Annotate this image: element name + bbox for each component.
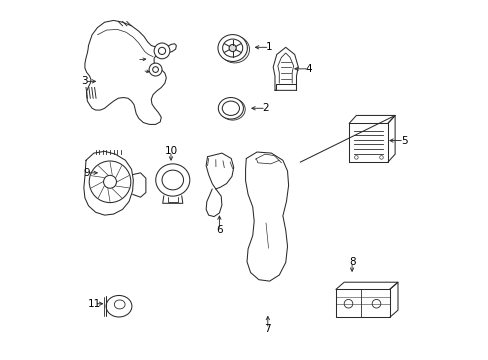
FancyBboxPatch shape	[227, 106, 233, 111]
Text: 3: 3	[81, 76, 88, 86]
Circle shape	[379, 156, 383, 159]
Circle shape	[154, 43, 169, 59]
Text: 6: 6	[216, 225, 222, 235]
Ellipse shape	[106, 296, 132, 317]
Ellipse shape	[222, 101, 239, 116]
Circle shape	[228, 44, 236, 51]
Ellipse shape	[162, 170, 183, 190]
Circle shape	[152, 67, 158, 72]
Text: 4: 4	[305, 64, 312, 74]
Circle shape	[103, 175, 116, 188]
Text: 7: 7	[264, 324, 270, 334]
Text: 9: 9	[83, 168, 90, 178]
Text: 10: 10	[164, 146, 177, 156]
Circle shape	[89, 161, 131, 203]
Text: 8: 8	[348, 257, 355, 267]
Circle shape	[354, 156, 357, 159]
Ellipse shape	[218, 35, 247, 62]
Text: 11: 11	[88, 299, 101, 309]
Text: 1: 1	[266, 42, 272, 52]
Ellipse shape	[220, 36, 249, 63]
Circle shape	[371, 300, 380, 308]
Ellipse shape	[220, 99, 244, 120]
Ellipse shape	[222, 39, 242, 57]
Circle shape	[149, 63, 162, 76]
Circle shape	[158, 47, 165, 54]
Circle shape	[344, 300, 352, 308]
Ellipse shape	[114, 300, 125, 309]
Ellipse shape	[155, 164, 189, 196]
Text: 2: 2	[262, 103, 269, 113]
Ellipse shape	[218, 98, 243, 119]
Text: 5: 5	[400, 136, 407, 145]
